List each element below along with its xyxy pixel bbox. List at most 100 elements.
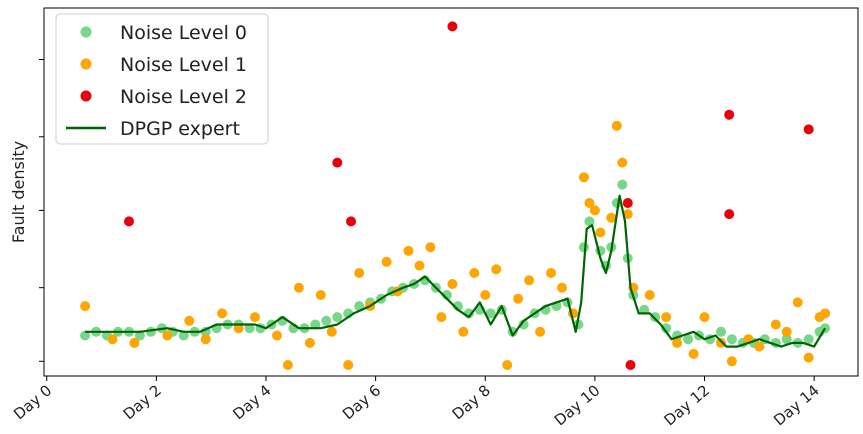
series-2-point-7 xyxy=(724,209,735,220)
x-tick-label: Day 0 xyxy=(10,381,55,423)
x-tick-label: Day 12 xyxy=(661,381,714,429)
series-1-point-2 xyxy=(129,337,140,348)
series-1-point-5 xyxy=(200,334,211,345)
series-0-point-57 xyxy=(661,323,672,334)
series-1-point-39 xyxy=(595,227,606,238)
series-1-point-9 xyxy=(272,330,282,341)
series-2-point-0 xyxy=(124,216,134,227)
legend: Noise Level 0 Noise Level 1 Noise Level 2 D… xyxy=(55,13,269,145)
series-2-point-2 xyxy=(346,216,356,227)
series-1-point-16 xyxy=(354,268,365,278)
series-0-point-62 xyxy=(716,326,726,337)
series-1-point-30 xyxy=(513,293,524,304)
series-1-point-25 xyxy=(458,326,469,337)
x-tick-label: Day 14 xyxy=(770,381,823,429)
series-1-point-57 xyxy=(803,352,814,363)
series-0-point-52 xyxy=(617,179,628,190)
series-0-point-22 xyxy=(321,315,332,326)
x-tick-label: Day 4 xyxy=(229,381,274,423)
series-1-point-36 xyxy=(578,172,589,183)
series-1-point-8 xyxy=(250,312,260,323)
series-1-point-49 xyxy=(699,312,710,323)
series-1-point-32 xyxy=(535,326,546,337)
series-2-point-8 xyxy=(803,124,814,135)
series-1-point-20 xyxy=(403,245,414,256)
series-1-point-3 xyxy=(162,330,173,341)
series-1-point-42 xyxy=(617,157,628,168)
series-1-point-0 xyxy=(80,301,91,312)
series-2-point-3 xyxy=(447,21,458,32)
series-0-point-56 xyxy=(650,312,661,323)
series-0-point-68 xyxy=(781,334,792,345)
series-1-point-22 xyxy=(425,242,436,253)
series-2-point-6 xyxy=(724,109,735,120)
legend-marker xyxy=(80,90,92,102)
series-1-point-53 xyxy=(754,341,765,352)
legend-box xyxy=(55,13,269,145)
series-1-point-21 xyxy=(414,260,425,271)
plot-area xyxy=(80,21,831,370)
x-axis: Day 0 Day 2 Day 4 Day 6 Day 8 Day 10 Day 12 Day… xyxy=(10,376,823,429)
series-1-point-47 xyxy=(672,337,683,348)
series-1-point-56 xyxy=(792,297,803,308)
series-1-point-26 xyxy=(469,268,480,278)
series-1-point-41 xyxy=(611,120,622,131)
series-1-point-4 xyxy=(184,315,195,326)
x-tick-label: Day 8 xyxy=(449,381,494,423)
series-1-point-38 xyxy=(589,205,600,216)
series-0-point-21 xyxy=(310,319,321,330)
y-axis xyxy=(39,59,44,362)
series-line-dpgp-expert xyxy=(85,194,827,348)
legend-label: Noise Level 1 xyxy=(120,54,247,76)
series-1-point-1 xyxy=(107,334,118,345)
series-1-point-29 xyxy=(502,360,513,370)
series-1-point-31 xyxy=(524,275,535,286)
legend-marker xyxy=(80,58,92,70)
series-0-point-25 xyxy=(354,301,365,312)
series-1-point-33 xyxy=(546,268,556,278)
series-1-point-43 xyxy=(622,209,633,220)
x-tick-label: Day 10 xyxy=(551,381,604,429)
series-1-point-7 xyxy=(233,323,244,334)
series-1-point-51 xyxy=(726,356,737,367)
axes-frame xyxy=(43,7,859,377)
legend-marker xyxy=(80,26,92,38)
series-0-point-59 xyxy=(683,334,694,345)
series-1-point-54 xyxy=(770,319,781,330)
series-1-point-34 xyxy=(557,282,567,293)
series-1-point-46 xyxy=(661,312,672,323)
series-0-point-70 xyxy=(803,334,814,345)
series-0-point-37 xyxy=(485,308,496,319)
series-1-point-15 xyxy=(343,360,354,370)
series-0-point-40 xyxy=(518,319,529,330)
series-1-point-59 xyxy=(820,308,831,319)
series-1-point-13 xyxy=(315,290,326,300)
series-1-point-6 xyxy=(217,308,228,319)
series-2-point-5 xyxy=(625,360,636,370)
x-tick-label: Day 6 xyxy=(339,381,384,423)
series-1-point-27 xyxy=(480,290,491,300)
series-0-point-47 xyxy=(584,216,595,227)
y-axis-title: Fault density xyxy=(9,141,28,243)
series-0-point-23 xyxy=(332,312,343,323)
series-1-point-55 xyxy=(781,326,792,337)
series-1-point-24 xyxy=(447,279,458,289)
series-1-point-28 xyxy=(491,264,502,275)
x-tick-label: Day 2 xyxy=(120,381,165,423)
series-1-point-23 xyxy=(436,312,447,323)
legend-label: Noise Level 0 xyxy=(120,22,247,44)
series-1-point-48 xyxy=(688,348,699,359)
series-1-point-11 xyxy=(293,282,304,293)
legend-label: Noise Level 2 xyxy=(120,86,247,108)
series-0-point-9 xyxy=(178,330,189,341)
series-1-point-45 xyxy=(644,290,655,300)
series-1-point-50 xyxy=(716,337,726,348)
legend-label: DPGP expert xyxy=(120,118,240,140)
series-1-point-14 xyxy=(326,326,337,337)
series-0-point-63 xyxy=(726,334,737,345)
series-1-point-18 xyxy=(381,256,392,267)
series-1-point-37 xyxy=(584,198,595,208)
series-0-point-46 xyxy=(578,242,589,253)
series-1-point-40 xyxy=(606,212,617,223)
